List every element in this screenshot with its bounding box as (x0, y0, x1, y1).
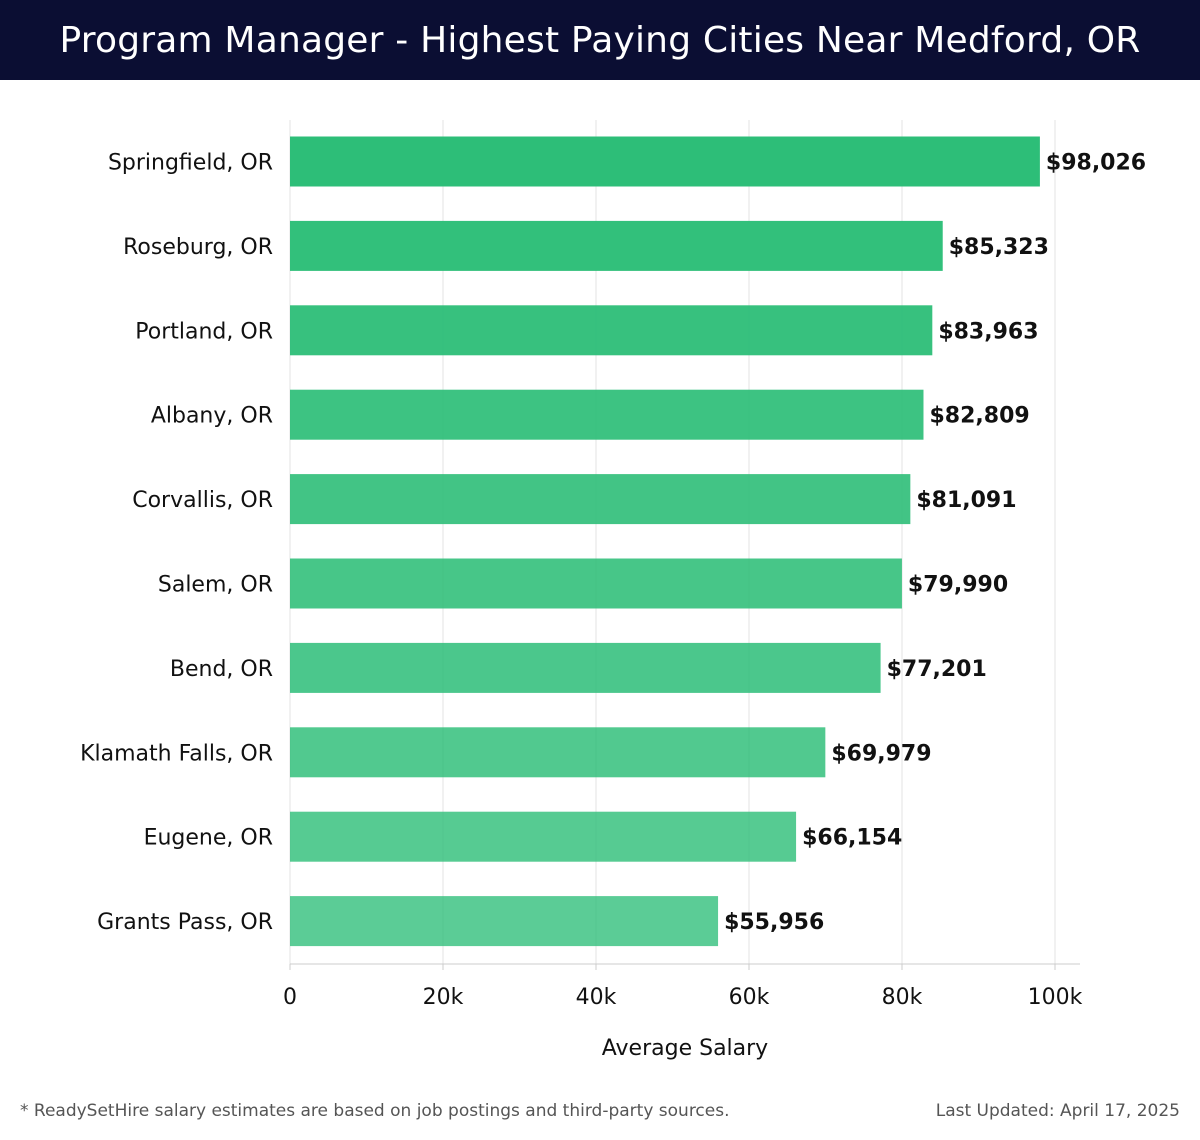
category-label: Klamath Falls, OR (80, 741, 273, 766)
category-label: Springfield, OR (108, 151, 273, 176)
bar-8 (290, 811, 797, 862)
bar-7 (290, 727, 826, 778)
bar-3 (290, 389, 924, 440)
value-label: $98,026 (1046, 151, 1146, 176)
x-tick-label: 0 (283, 985, 297, 1010)
category-label: Albany, OR (151, 404, 273, 429)
x-tick-label: 40k (576, 985, 617, 1010)
value-label: $81,091 (916, 488, 1016, 513)
axis-layer: 0 20k 40k 60k 80k 100k Average Salary (283, 963, 1083, 1061)
bar-9 (290, 896, 719, 947)
category-label: Roseburg, OR (123, 235, 273, 260)
bar-5 (290, 558, 902, 609)
chart-header: Program Manager - Highest Paying Cities … (0, 0, 1200, 80)
category-label: Salem, OR (158, 573, 273, 598)
x-axis-title: Average Salary (602, 1036, 768, 1061)
x-tick-label: 20k (423, 985, 464, 1010)
bar-2 (290, 305, 933, 356)
bar-layer (290, 136, 1040, 947)
value-label: $79,990 (908, 573, 1008, 598)
value-label: $69,979 (831, 741, 931, 766)
value-label: $83,963 (938, 319, 1038, 344)
bar-6 (290, 642, 881, 693)
value-label: $85,323 (949, 235, 1049, 260)
bar-0 (290, 136, 1040, 187)
salary-bar-chart: Springfield, OR $98,026 Roseburg, OR $85,32… (80, 120, 1146, 1061)
bar-1 (290, 220, 943, 271)
bar-4 (290, 474, 911, 525)
value-label: $82,809 (929, 404, 1029, 429)
last-updated: Last Updated: April 17, 2025 (935, 1101, 1180, 1121)
category-label: Grants Pass, OR (97, 910, 273, 935)
value-label: $77,201 (887, 657, 987, 682)
label-layer: Springfield, OR $98,026 Roseburg, OR $85,32… (80, 151, 1146, 936)
category-label: Bend, OR (170, 657, 273, 682)
value-label: $55,956 (724, 910, 824, 935)
category-label: Eugene, OR (144, 826, 273, 851)
footnote: * ReadySetHire salary estimates are base… (20, 1101, 730, 1121)
value-label: $66,154 (802, 826, 902, 851)
chart-title: Program Manager - Highest Paying Cities … (59, 19, 1141, 61)
category-label: Corvallis, OR (132, 488, 273, 513)
x-tick-label: 60k (729, 985, 770, 1010)
category-label: Portland, OR (135, 319, 273, 344)
x-tick-label: 100k (1028, 985, 1083, 1010)
x-tick-label: 80k (882, 985, 923, 1010)
